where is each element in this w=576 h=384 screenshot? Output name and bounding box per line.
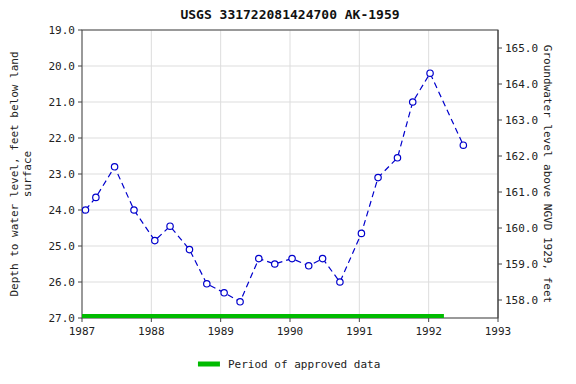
y-axis-label-line: Depth to water level, feet below land <box>8 51 21 296</box>
chart: 1987 1988 1989 1990 1991 1992 1993 19.0 20.0 21.0… <box>0 0 576 384</box>
x-tick-label: 1991 <box>346 325 373 338</box>
y2-tick <box>498 156 502 157</box>
y2-tick <box>498 228 502 229</box>
series-marker <box>272 261 278 267</box>
y2-tick <box>498 300 502 301</box>
y2-tick-label: 161.0 <box>505 186 538 199</box>
series-marker <box>167 223 173 229</box>
y2-axis-label: Groundwater level above NGVD 1929, feet <box>541 45 554 303</box>
y2-tick <box>498 120 502 121</box>
series-marker <box>394 155 400 161</box>
y2-tick <box>498 48 502 49</box>
y-axis: 19.0 20.0 21.0 22.0 23.0 24.0 25.0 26.0 27.0 <box>49 24 83 325</box>
x-tick <box>498 318 499 322</box>
legend-swatch <box>198 362 220 367</box>
legend-label: Period of approved data <box>228 358 380 371</box>
x-tick <box>290 318 291 322</box>
x-tick-label: 1989 <box>207 325 234 338</box>
plot-frame <box>82 30 498 318</box>
y2-tick-label: 164.0 <box>505 78 538 91</box>
y-tick <box>78 66 82 67</box>
series-marker <box>204 281 210 287</box>
y2-axis: 158.0 159.0 160.0 161.0 162.0 163.0 164.0 165.0 <box>498 30 538 318</box>
x-tick <box>428 318 429 322</box>
y-tick <box>78 210 82 211</box>
y-tick-label: 22.0 <box>49 132 76 145</box>
y2-tick <box>498 192 502 193</box>
grid-line-y <box>82 102 498 103</box>
series-marker <box>221 290 227 296</box>
y-tick-label: 20.0 <box>49 60 76 73</box>
series-marker <box>427 70 433 76</box>
y-tick <box>78 30 82 31</box>
series-marker <box>82 207 88 213</box>
approved-period-bar <box>82 314 444 318</box>
y-tick-label: 25.0 <box>49 240 76 253</box>
plot-area <box>82 70 467 318</box>
y-tick-label: 27.0 <box>49 312 76 325</box>
grid-line-y <box>82 282 498 283</box>
y-tick-label: 21.0 <box>49 96 76 109</box>
series-marker <box>237 299 243 305</box>
x-tick-label: 1992 <box>415 325 442 338</box>
x-tick <box>82 318 83 322</box>
series-marker <box>306 263 312 269</box>
grid <box>82 30 498 318</box>
y-tick-label: 26.0 <box>49 276 76 289</box>
y2-tick-label: 160.0 <box>505 222 538 235</box>
x-tick-label: 1987 <box>69 325 96 338</box>
series-marker <box>186 246 192 252</box>
series-marker <box>131 207 137 213</box>
y2-tick-label: 159.0 <box>505 258 538 271</box>
grid-line-y <box>82 138 498 139</box>
grid-line-y <box>82 246 498 247</box>
x-axis: 1987 1988 1989 1990 1991 1992 1993 <box>69 318 512 338</box>
y-tick-label: 24.0 <box>49 204 76 217</box>
y-tick <box>78 102 82 103</box>
grid-line-y <box>82 174 498 175</box>
x-tick-label: 1988 <box>138 325 165 338</box>
series-marker <box>337 279 343 285</box>
series-marker <box>410 99 416 105</box>
y-tick-label: 23.0 <box>49 168 76 181</box>
y2-tick-label: 165.0 <box>505 42 538 55</box>
y2-tick-label: 163.0 <box>505 114 538 127</box>
y-tick-label: 19.0 <box>49 24 76 37</box>
series-line <box>85 73 463 302</box>
y-tick <box>78 282 82 283</box>
y-tick <box>78 174 82 175</box>
x-tick-label: 1990 <box>277 325 304 338</box>
series-marker <box>93 194 99 200</box>
grid-line-y <box>82 66 498 67</box>
series-marker <box>319 255 325 261</box>
series-marker <box>152 237 158 243</box>
series-marker <box>111 164 117 170</box>
x-tick <box>220 318 221 322</box>
series-marker <box>358 230 364 236</box>
series-marker <box>375 174 381 180</box>
background <box>0 0 576 384</box>
y-tick <box>78 318 82 319</box>
series-marker <box>460 142 466 148</box>
legend: Period of approved data <box>198 358 380 371</box>
y2-axis-line <box>498 30 499 318</box>
x-tick <box>359 318 360 322</box>
grid-line-x <box>498 30 499 318</box>
series-marker <box>256 255 262 261</box>
y2-tick-label: 162.0 <box>505 150 538 163</box>
y-tick <box>78 246 82 247</box>
y2-tick <box>498 84 502 85</box>
y-axis-label-line: surface <box>21 151 34 197</box>
title: USGS 331722081424700 AK-1959 <box>180 7 399 22</box>
y2-tick-label: 158.0 <box>505 294 538 307</box>
y-tick <box>78 138 82 139</box>
grid-line-y <box>82 210 498 211</box>
x-tick <box>151 318 152 322</box>
series-marker <box>289 255 295 261</box>
y-axis-label: Depth to water level, feet below landsur… <box>8 51 34 296</box>
y2-tick <box>498 264 502 265</box>
x-tick-label: 1993 <box>485 325 512 338</box>
